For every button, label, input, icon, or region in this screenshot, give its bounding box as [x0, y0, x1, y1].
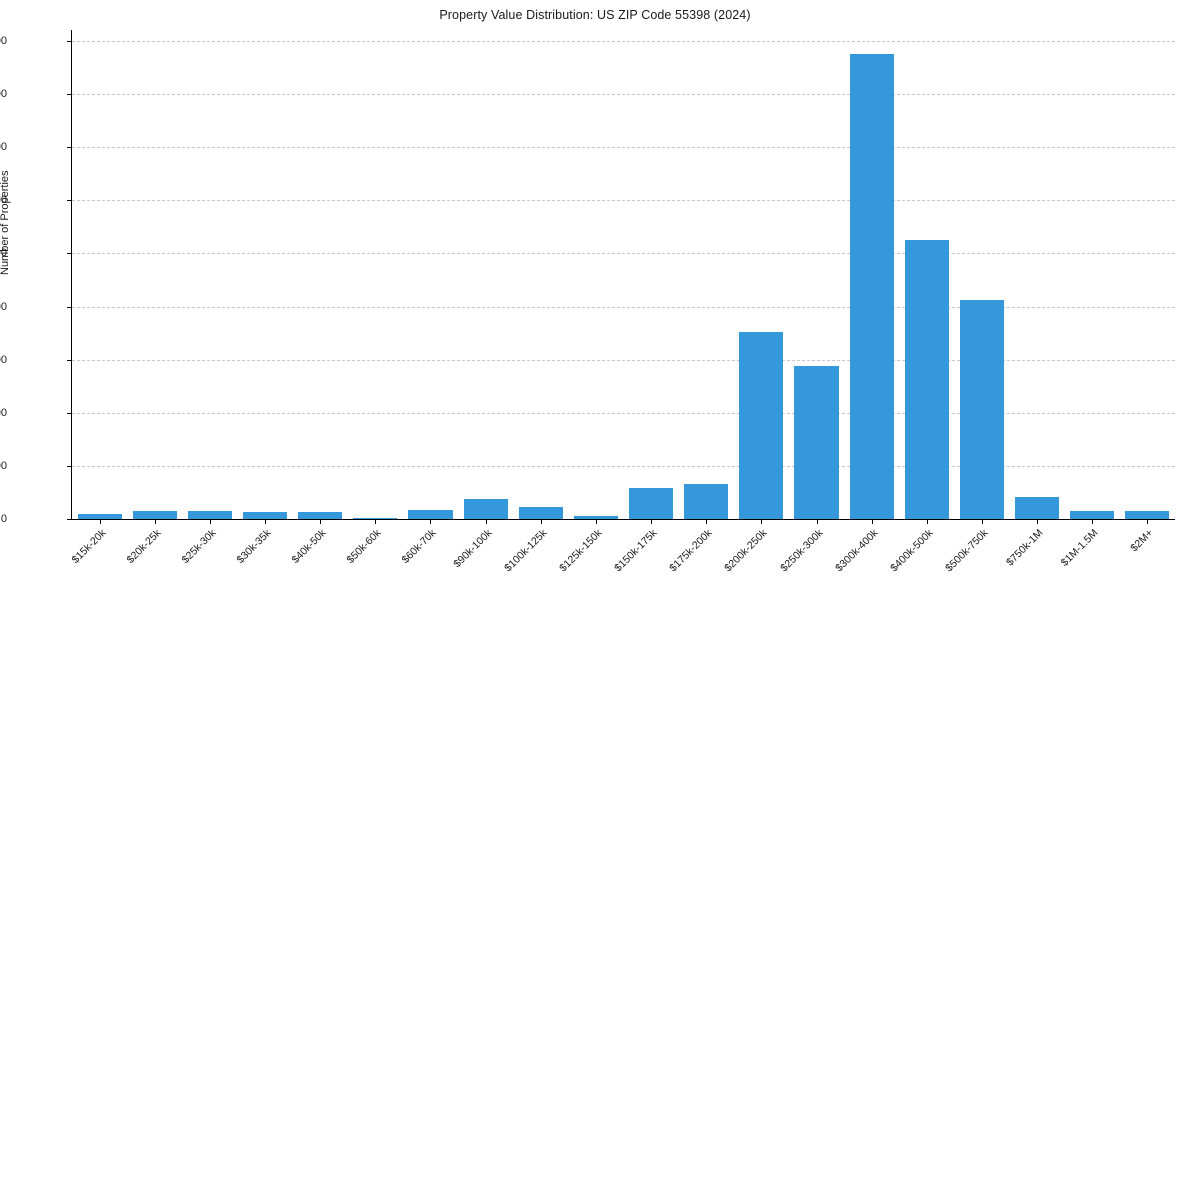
bar[interactable] — [242, 511, 288, 519]
x-tick-mark — [706, 519, 708, 524]
bar-group[interactable] — [904, 30, 949, 519]
bar-group[interactable] — [684, 30, 729, 519]
plot-area — [67, 30, 1175, 520]
x-tick-mark — [1037, 519, 1039, 524]
x-tick-mark — [595, 519, 597, 524]
x-tick-mark — [320, 519, 322, 524]
bar[interactable] — [629, 487, 674, 519]
bar-group[interactable] — [794, 30, 839, 519]
bar[interactable] — [353, 517, 398, 519]
y-tick-mark — [67, 41, 72, 42]
x-tick-mark — [761, 519, 763, 524]
y-tick-mark — [67, 94, 72, 96]
chart-title: Property Value Distribution: US ZIP Code… — [439, 8, 751, 22]
bar-group[interactable] — [77, 30, 122, 519]
x-tick-mark — [1092, 519, 1094, 524]
bar[interactable] — [904, 240, 949, 519]
y-tick-label: 400 — [0, 406, 7, 419]
bar[interactable] — [518, 507, 563, 519]
y-tick-mark — [67, 253, 72, 255]
y-tick-label: 800 — [0, 300, 7, 313]
x-tick-mark — [265, 519, 267, 524]
bar-group[interactable] — [408, 30, 453, 519]
x-tick-mark — [926, 519, 928, 524]
x-tick-mark — [485, 519, 487, 524]
x-tick-mark — [430, 519, 432, 524]
gridline — [72, 253, 1175, 255]
y-tick-label: 1,200 — [0, 194, 7, 207]
x-tick-mark — [651, 519, 653, 524]
gridline — [72, 41, 1175, 42]
bar-group[interactable] — [242, 30, 288, 519]
bar-group[interactable] — [849, 30, 894, 519]
gridline — [72, 94, 1175, 96]
bar-group[interactable] — [132, 30, 177, 519]
bar[interactable] — [849, 54, 894, 519]
chart-figure: Property Value Distribution: US ZIP Code… — [0, 8, 1175, 575]
x-tick-mark — [816, 519, 818, 524]
bar-group[interactable] — [739, 30, 784, 519]
bar[interactable] — [132, 511, 177, 519]
bar[interactable] — [187, 511, 232, 519]
x-tick-mark — [209, 519, 211, 524]
bar-group[interactable] — [187, 30, 232, 519]
bar[interactable] — [408, 509, 453, 519]
gridline — [72, 306, 1175, 308]
y-tick-label: 600 — [0, 353, 7, 366]
y-tick-label: 1,600 — [0, 88, 7, 101]
bar[interactable] — [573, 515, 618, 519]
x-tick-mark — [871, 519, 873, 524]
bar-group[interactable] — [573, 30, 618, 519]
bar-group[interactable] — [959, 30, 1005, 519]
bar[interactable] — [739, 331, 784, 519]
bar[interactable] — [1015, 497, 1060, 519]
bar-group[interactable] — [463, 30, 508, 519]
gridline — [72, 465, 1175, 467]
y-tick-label: 1,000 — [0, 247, 7, 260]
bar[interactable] — [1125, 511, 1170, 519]
bar[interactable] — [794, 366, 839, 519]
y-tick-label: 1,800 — [0, 35, 7, 47]
x-tick-mark — [154, 519, 156, 524]
y-axis-line — [71, 30, 73, 519]
bar-group[interactable] — [298, 30, 343, 519]
bar[interactable] — [959, 299, 1005, 519]
y-tick-label: 200 — [0, 459, 7, 472]
y-tick-mark — [67, 465, 72, 467]
y-tick-mark — [67, 306, 72, 308]
y-tick-mark — [67, 147, 72, 149]
y-tick-label: 1,400 — [0, 141, 7, 154]
gridline — [72, 200, 1175, 202]
bar-group[interactable] — [1070, 30, 1115, 519]
x-tick-label: $20k-25k — [124, 527, 164, 567]
bar-group[interactable] — [1015, 30, 1060, 519]
x-tick-mark — [981, 519, 983, 524]
x-tick-label: $125k-150k — [557, 527, 605, 575]
gridline — [72, 147, 1175, 149]
bar-group[interactable] — [353, 30, 398, 519]
bar[interactable] — [684, 483, 729, 519]
y-tick-mark — [67, 359, 72, 361]
y-tick-mark — [67, 519, 72, 520]
y-tick-label: 0 — [0, 513, 7, 525]
bar[interactable] — [298, 512, 343, 519]
bar[interactable] — [1070, 511, 1115, 519]
bar[interactable] — [77, 513, 122, 519]
x-tick-mark — [1147, 519, 1149, 524]
x-tick-mark — [375, 519, 377, 524]
x-tick-mark — [99, 519, 101, 524]
x-axis-line — [71, 519, 1175, 521]
gridline — [72, 359, 1175, 361]
y-tick-mark — [67, 200, 72, 202]
gridline — [72, 412, 1175, 414]
y-tick-mark — [67, 412, 72, 414]
x-tick-label: $90k-100k — [450, 527, 495, 571]
bar[interactable] — [463, 499, 508, 519]
bar-group[interactable] — [518, 30, 563, 519]
bar-group[interactable] — [629, 30, 674, 519]
x-tick-mark — [540, 519, 542, 524]
bar-group[interactable] — [1125, 30, 1170, 519]
